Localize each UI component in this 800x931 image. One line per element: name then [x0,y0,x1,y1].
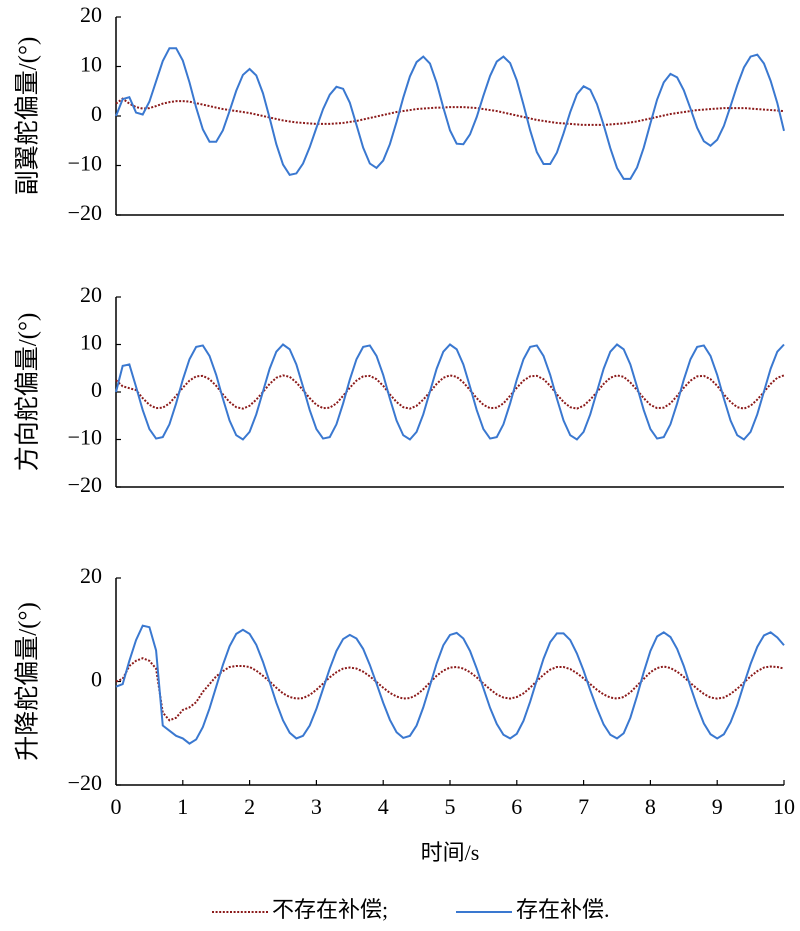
x-tick-label: 3 [311,794,322,819]
x-axis-title: 时间/s [421,840,480,865]
y-tick-label: 0 [91,101,102,126]
y-tick-label: −20 [68,200,102,225]
y-axis-title: 副翼舵偏量/(°) [14,37,42,196]
x-tick-label: 10 [773,794,795,819]
y-tick-label: 0 [91,377,102,402]
legend-label: 不存在补偿; [272,897,388,922]
y-tick-label: 20 [80,282,102,307]
series-line [115,97,785,126]
y-tick-label: 20 [80,563,102,588]
y-tick-label: 10 [80,330,102,355]
series-line [115,624,785,745]
y-axis-title: 升降舵偏量/(°) [14,602,42,761]
x-tick-label: 2 [244,794,255,819]
y-tick-label: 20 [80,2,102,27]
series-line [115,343,785,441]
y-tick-label: 0 [91,667,102,692]
x-tick-label: 4 [378,794,389,819]
series-line [115,374,785,410]
y-tick-label: −20 [68,770,102,795]
series-line [115,47,785,180]
y-tick-label: 10 [80,52,102,77]
y-axis-title: 方向舵偏量/(°) [14,313,42,472]
y-tick-label: −20 [68,472,102,497]
x-tick-label: 0 [111,794,122,819]
x-tick-label: 6 [511,794,522,819]
series-line [115,657,785,722]
x-tick-label: 8 [645,794,656,819]
y-tick-label: −10 [68,151,102,176]
y-tick-label: −10 [68,425,102,450]
x-tick-label: 7 [578,794,589,819]
x-tick-label: 1 [177,794,188,819]
x-tick-label: 5 [445,794,456,819]
legend-label: 存在补偿. [516,897,610,922]
x-tick-label: 9 [712,794,723,819]
